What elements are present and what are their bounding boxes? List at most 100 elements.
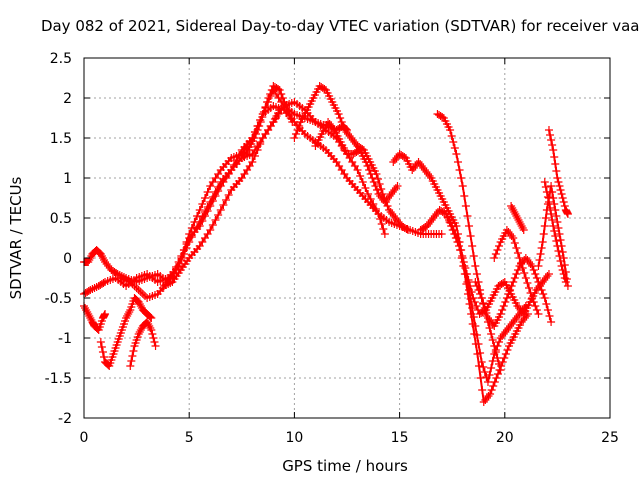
y-tick-label: 0 bbox=[63, 251, 72, 267]
data-point bbox=[559, 270, 568, 278]
data-point bbox=[253, 126, 262, 134]
data-point bbox=[467, 310, 476, 318]
data-point bbox=[472, 302, 481, 310]
data-point bbox=[248, 158, 257, 166]
data-point bbox=[536, 282, 545, 290]
data-point bbox=[356, 172, 365, 180]
data-point bbox=[555, 252, 564, 260]
data-point bbox=[537, 244, 546, 252]
data-point bbox=[553, 218, 562, 226]
data-point bbox=[425, 172, 434, 180]
data-point bbox=[151, 342, 160, 350]
data-point bbox=[487, 330, 496, 338]
data-point bbox=[552, 167, 561, 175]
data-point bbox=[101, 310, 110, 318]
data-point bbox=[371, 182, 380, 190]
data-point bbox=[462, 270, 471, 278]
series-arc-6 bbox=[117, 102, 446, 302]
data-point bbox=[364, 190, 373, 198]
data-point bbox=[509, 234, 518, 242]
data-point bbox=[498, 358, 507, 366]
data-point bbox=[295, 122, 304, 130]
data-point bbox=[363, 162, 372, 170]
data-point bbox=[264, 94, 273, 102]
data-point bbox=[529, 266, 538, 274]
data-point bbox=[274, 85, 283, 93]
data-point bbox=[256, 118, 265, 126]
data-point bbox=[488, 336, 497, 344]
data-point bbox=[125, 308, 134, 316]
data-point bbox=[554, 224, 563, 232]
data-point bbox=[517, 259, 526, 267]
data-point bbox=[531, 302, 540, 310]
data-point bbox=[471, 278, 480, 286]
data-point bbox=[557, 262, 566, 270]
data-point bbox=[124, 310, 133, 318]
data-point bbox=[470, 298, 479, 306]
data-point bbox=[556, 236, 565, 244]
data-point bbox=[474, 286, 483, 294]
data-point bbox=[253, 146, 262, 154]
data-point bbox=[491, 250, 500, 258]
data-series bbox=[80, 82, 572, 406]
data-point bbox=[459, 258, 468, 266]
data-point bbox=[214, 187, 223, 195]
data-point bbox=[208, 221, 217, 229]
data-point bbox=[537, 286, 546, 294]
data-point bbox=[493, 354, 502, 362]
series-arc-10 bbox=[311, 118, 402, 206]
data-point bbox=[222, 196, 231, 204]
data-point bbox=[510, 274, 519, 282]
data-point bbox=[561, 278, 570, 286]
data-point bbox=[521, 274, 530, 282]
data-point bbox=[472, 282, 481, 290]
data-point bbox=[98, 348, 107, 356]
data-point bbox=[552, 237, 561, 245]
data-point bbox=[534, 278, 543, 286]
data-point bbox=[339, 122, 348, 130]
data-point bbox=[526, 260, 535, 268]
data-point bbox=[455, 242, 464, 250]
data-point bbox=[266, 90, 275, 98]
data-point bbox=[529, 298, 538, 306]
series-arc-11 bbox=[389, 150, 530, 386]
data-point bbox=[252, 130, 261, 138]
data-point bbox=[285, 110, 294, 118]
data-point bbox=[463, 212, 472, 220]
data-point bbox=[476, 374, 485, 382]
grid-lines bbox=[84, 58, 610, 418]
data-point bbox=[513, 266, 522, 274]
data-point bbox=[393, 182, 402, 190]
data-point bbox=[280, 98, 289, 106]
data-point bbox=[551, 206, 560, 214]
data-point bbox=[542, 300, 551, 308]
data-point bbox=[545, 312, 554, 320]
data-point bbox=[518, 264, 527, 272]
data-point bbox=[547, 318, 556, 326]
data-point bbox=[149, 334, 158, 342]
plot-frame bbox=[83, 57, 611, 419]
data-point bbox=[211, 192, 220, 200]
data-point bbox=[455, 166, 464, 174]
data-point bbox=[485, 371, 494, 379]
data-point bbox=[495, 338, 504, 346]
data-point bbox=[127, 357, 136, 365]
data-point bbox=[540, 294, 549, 302]
data-point bbox=[467, 288, 476, 296]
data-point bbox=[361, 184, 370, 192]
data-point bbox=[224, 191, 233, 199]
data-point bbox=[402, 225, 411, 233]
data-point bbox=[507, 232, 516, 240]
data-point bbox=[372, 186, 381, 194]
data-point bbox=[214, 211, 223, 219]
y-tick-label: 0.5 bbox=[50, 211, 72, 227]
data-point bbox=[547, 210, 556, 218]
data-point bbox=[563, 282, 572, 290]
data-point bbox=[466, 232, 475, 240]
data-point bbox=[179, 246, 188, 254]
data-point bbox=[550, 200, 559, 208]
data-point bbox=[483, 378, 492, 386]
data-point bbox=[506, 286, 515, 294]
data-point bbox=[261, 103, 270, 111]
